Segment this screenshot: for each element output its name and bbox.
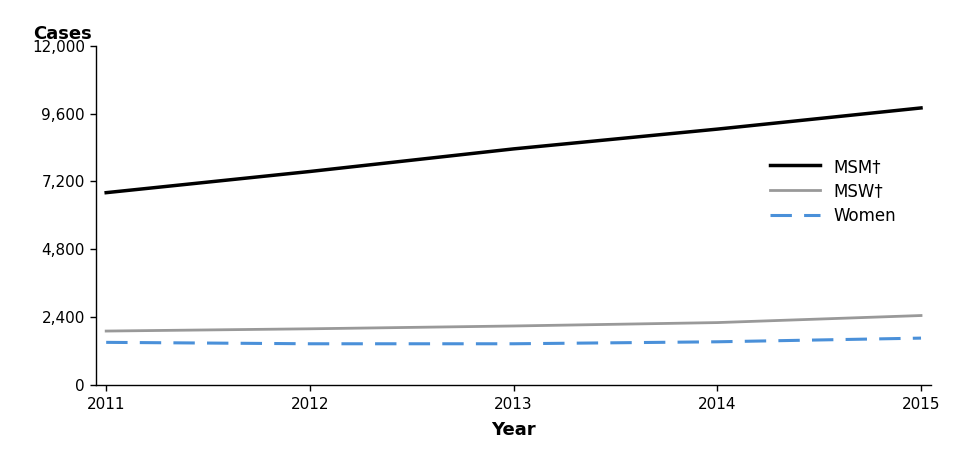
MSW† xyxy=(915,313,926,318)
MSM† xyxy=(508,146,519,152)
X-axis label: Year: Year xyxy=(492,420,536,439)
Legend: MSM†, MSW†, Women: MSM†, MSW†, Women xyxy=(760,148,906,235)
MSM† xyxy=(101,190,112,196)
Women xyxy=(304,341,316,347)
MSW† xyxy=(508,323,519,329)
Line: Women: Women xyxy=(107,338,921,344)
Women xyxy=(711,339,723,344)
MSW† xyxy=(304,326,316,332)
Women xyxy=(101,340,112,345)
MSM† xyxy=(711,126,723,132)
Women xyxy=(915,335,926,341)
MSW† xyxy=(711,320,723,325)
MSM† xyxy=(915,105,926,111)
Line: MSM†: MSM† xyxy=(107,108,921,193)
Line: MSW†: MSW† xyxy=(107,316,921,331)
MSW† xyxy=(101,328,112,334)
Women xyxy=(508,341,519,347)
MSM† xyxy=(304,169,316,174)
Text: Cases: Cases xyxy=(34,26,92,44)
